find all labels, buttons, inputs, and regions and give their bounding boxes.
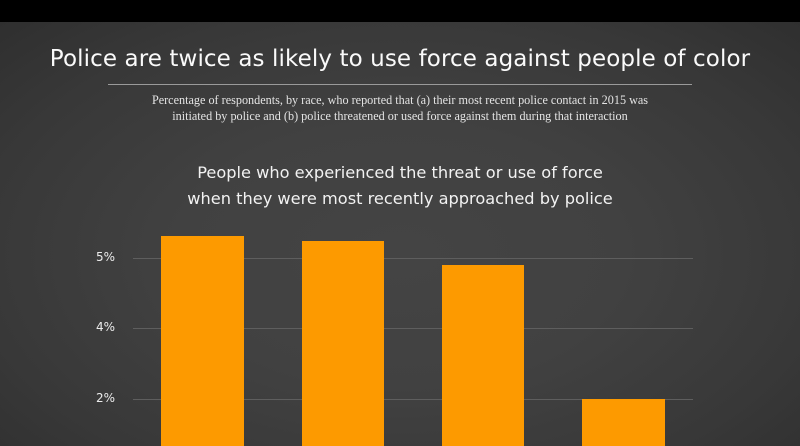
- title-divider: [108, 84, 692, 85]
- gridline-5pct: [133, 258, 693, 259]
- chart-title-line-1: People who experienced the threat or use…: [197, 163, 603, 182]
- subtitle: Percentage of respondents, by race, who …: [0, 92, 800, 124]
- bar-1: [161, 236, 244, 446]
- bar-3: [442, 265, 524, 446]
- bar-chart-plot: 5% 4% 2%: [0, 22, 800, 446]
- chart-title: People who experienced the threat or use…: [0, 160, 800, 212]
- bar-4: [582, 399, 665, 446]
- infographic-canvas: Police are twice as likely to use force …: [0, 22, 800, 446]
- chart-title-line-2: when they were most recently approached …: [187, 189, 613, 208]
- y-tick-label: 5%: [96, 250, 116, 264]
- y-tick-label: 2%: [96, 391, 116, 405]
- gridline-4pct: [133, 328, 693, 329]
- top-black-bar: [0, 0, 800, 22]
- y-tick-label: 4%: [96, 320, 116, 334]
- subtitle-line-2: initiated by police and (b) police threa…: [172, 109, 628, 123]
- subtitle-line-1: Percentage of respondents, by race, who …: [151, 93, 649, 107]
- bar-2: [302, 241, 384, 446]
- page-title: Police are twice as likely to use force …: [49, 46, 751, 72]
- gridline-2pct: [133, 399, 693, 400]
